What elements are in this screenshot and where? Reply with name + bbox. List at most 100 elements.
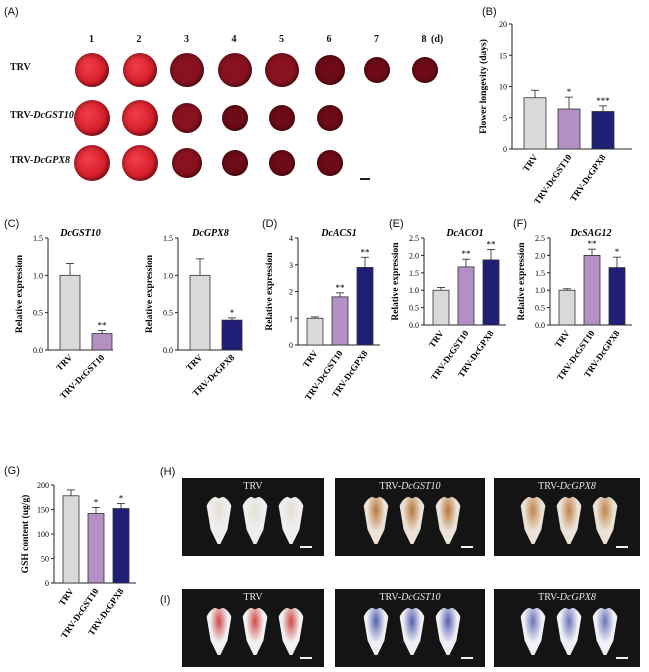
bar	[608, 267, 626, 326]
panel-c-label: (C)	[4, 218, 20, 230]
bar	[91, 333, 113, 351]
petal-image	[555, 607, 583, 655]
chart-title: DcSAG12	[569, 228, 611, 239]
flower-image	[221, 150, 248, 176]
flower-image	[172, 148, 202, 178]
chart-title: DcGPX8	[191, 228, 229, 239]
y-axis-label: Relative expression	[145, 254, 155, 333]
y-tick-label: 0.5	[33, 309, 43, 318]
petal-image	[398, 607, 426, 655]
y-axis-label: Relative expression	[15, 254, 25, 333]
bar	[221, 319, 243, 351]
h-photo-1: TRV-DcGST10	[335, 478, 485, 556]
flower-image	[122, 53, 157, 87]
petal-image	[362, 496, 390, 544]
x-tick-label: TRV	[521, 152, 540, 173]
y-tick-label: 2.5	[535, 234, 545, 243]
chart-title: DcACO1	[445, 228, 483, 239]
flower-image	[121, 100, 158, 136]
significance-label: *	[94, 498, 99, 508]
day-tick-3: 3	[184, 34, 189, 45]
y-tick-label: 1.5	[535, 269, 545, 278]
flower-image	[411, 57, 438, 83]
bar	[583, 255, 601, 326]
bar	[558, 289, 576, 326]
significance-label: **	[361, 247, 371, 257]
y-tick-label: 1.5	[163, 234, 173, 243]
bar	[482, 259, 500, 326]
y-tick-label: 1.0	[409, 286, 419, 295]
flower-image	[314, 55, 345, 85]
x-tick-label: TRV-DcGPX8	[568, 152, 608, 203]
flower-image	[121, 145, 158, 181]
panel-a-flower-series: (d) 1 2 3 4 5 6 7 8 TRV TRV-DcGST10 TRV-DcGPX8	[0, 0, 470, 200]
flower-image	[170, 53, 204, 87]
chart-e-dcaco1: DcACO1 0.0 0.5 1.0 1.5 2.0 2.5 Relative express…	[391, 228, 506, 382]
bar	[59, 274, 81, 351]
flower-image	[316, 150, 343, 176]
i-photo-1: TRV-DcGST10	[335, 589, 485, 667]
petal-image	[277, 496, 305, 544]
scale-bar	[300, 657, 312, 659]
flower-image	[74, 100, 110, 136]
photo-label: TRV-DcGST10	[379, 592, 441, 603]
y-tick-label: 2.5	[409, 234, 419, 243]
y-axis-label: Relative expression	[517, 242, 527, 321]
y-tick-label: 0.0	[409, 321, 419, 330]
bar	[62, 495, 80, 584]
i-photo-2: TRV-DcGPX8	[494, 589, 640, 667]
y-tick-label: 1.5	[409, 269, 419, 278]
significance-label: **	[487, 239, 497, 249]
petal-image	[555, 496, 583, 544]
bar	[457, 266, 475, 326]
day-tick-6: 6	[326, 34, 332, 45]
significance-label: *	[230, 308, 235, 318]
flower-image	[269, 105, 295, 131]
significance-label: **	[336, 283, 346, 293]
x-tick-label: TRV	[553, 328, 572, 349]
bar	[87, 513, 105, 584]
scale-bar	[616, 546, 628, 548]
y-tick-label: 1.0	[535, 286, 545, 295]
y-axis-label: Relative expression	[265, 252, 275, 331]
row-label-2: TRV-DcGPX8	[10, 155, 71, 166]
y-tick-label: 200	[37, 481, 49, 490]
chart-title: DcACS1	[320, 228, 357, 239]
panel-b-label: (B)	[482, 6, 497, 18]
flower-image	[172, 103, 202, 133]
x-tick-label: TRV	[427, 328, 446, 349]
y-tick-label: 2.0	[409, 251, 419, 260]
petal-image	[591, 607, 619, 655]
y-tick-label: 1.5	[33, 234, 43, 243]
chart-b: 0 5 10 15 20 Flower longevity (days) TRV * TRV-D…	[478, 20, 632, 206]
y-tick-label: 0.5	[409, 304, 419, 313]
flower-image	[221, 105, 248, 131]
bar	[189, 274, 211, 351]
panel-h-label: (H)	[160, 466, 176, 478]
photo-label: TRV-DcGPX8	[538, 481, 596, 492]
flower-image	[75, 53, 109, 87]
day-tick-4: 4	[231, 34, 237, 45]
day-tick-2: 2	[136, 34, 142, 45]
y-tick-label: 0	[503, 145, 507, 154]
h-photo-2: TRV-DcGPX8	[494, 478, 640, 556]
x-tick-label: TRV	[301, 348, 320, 369]
y-tick-label: 5	[503, 114, 507, 123]
x-tick-label: TRV	[54, 352, 75, 373]
bar	[557, 108, 581, 150]
bar	[306, 317, 324, 346]
row-label-0: TRV	[10, 62, 31, 73]
petal-image	[519, 607, 547, 655]
y-tick-label: 1	[289, 314, 293, 323]
y-tick-label: 0.0	[163, 346, 173, 355]
y-axis-label: Relative expression	[391, 242, 401, 321]
bar	[331, 296, 349, 346]
petal-image	[591, 496, 619, 544]
petal-image	[434, 496, 462, 544]
y-tick-label: 0.0	[33, 346, 43, 355]
y-tick-label: 10	[499, 83, 507, 92]
day-tick-7: 7	[374, 34, 379, 45]
scale-bar	[300, 546, 312, 548]
